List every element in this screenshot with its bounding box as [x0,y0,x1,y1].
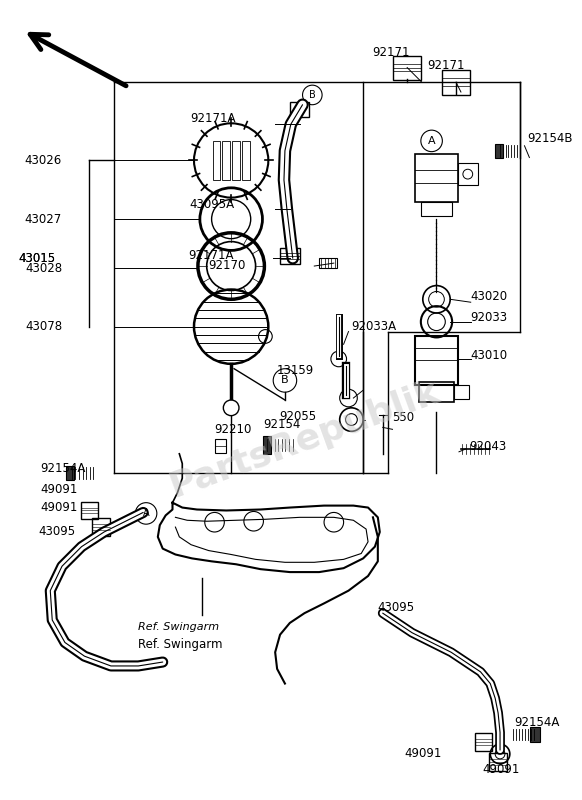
Bar [530,726,540,742]
Bar [415,154,458,202]
Bar [421,202,452,216]
Bar [93,518,110,536]
Text: PartsRepublik: PartsRepublik [165,374,444,504]
Text: 92171A: 92171A [190,112,236,125]
Text: 43027: 43027 [25,213,62,226]
Text: Ref. Swingarm: Ref. Swingarm [139,638,223,651]
Text: 92171: 92171 [428,59,465,72]
Text: 92170: 92170 [208,258,246,271]
Text: 92154B: 92154B [527,133,573,146]
Bar [242,141,250,180]
Bar [80,502,98,519]
Bar [458,163,478,185]
Text: 43015: 43015 [18,252,55,265]
Bar [442,70,470,95]
Text: 49091: 49091 [41,501,78,514]
Text: 92171: 92171 [372,46,409,59]
Text: 43026: 43026 [25,154,62,167]
Text: 49091: 49091 [41,483,78,497]
Bar [280,249,300,264]
Bar [489,753,507,770]
Text: 49091: 49091 [404,747,441,761]
Bar [215,439,226,453]
Bar [415,337,458,386]
Text: 43010: 43010 [471,349,508,362]
Text: 43095: 43095 [378,601,415,614]
Text: 92210: 92210 [215,423,252,436]
Text: 49091: 49091 [482,763,520,776]
Bar [212,141,221,180]
Text: B: B [281,375,289,386]
Text: 92033A: 92033A [352,320,396,333]
Text: A: A [428,136,435,146]
Bar [319,258,337,268]
Text: 43078: 43078 [25,320,62,333]
Text: 43095A: 43095A [189,198,234,211]
Bar [222,141,230,180]
Bar [232,141,240,180]
Bar [475,734,492,751]
Text: A: A [143,509,150,518]
Text: 92043: 92043 [469,441,506,454]
Bar [495,144,503,158]
Text: 92033: 92033 [471,311,508,324]
Bar [264,436,271,454]
Text: 92154A: 92154A [41,462,86,475]
Text: 13159: 13159 [277,364,314,377]
Bar [393,56,421,80]
Text: 92055: 92055 [279,410,316,423]
Bar [454,386,469,399]
Bar [66,466,74,480]
Text: 43028: 43028 [25,262,62,274]
Text: 43020: 43020 [471,290,508,303]
Text: 43095: 43095 [38,526,76,538]
Text: 550: 550 [392,411,414,424]
Text: 92171A: 92171A [189,249,234,262]
Text: 92154: 92154 [264,418,301,431]
Text: Ref. Swingarm: Ref. Swingarm [139,622,219,632]
Text: B: B [309,90,315,100]
Bar [290,102,310,118]
Bar [419,382,454,402]
Text: 43015: 43015 [18,252,55,265]
Text: 92154A: 92154A [514,716,560,729]
